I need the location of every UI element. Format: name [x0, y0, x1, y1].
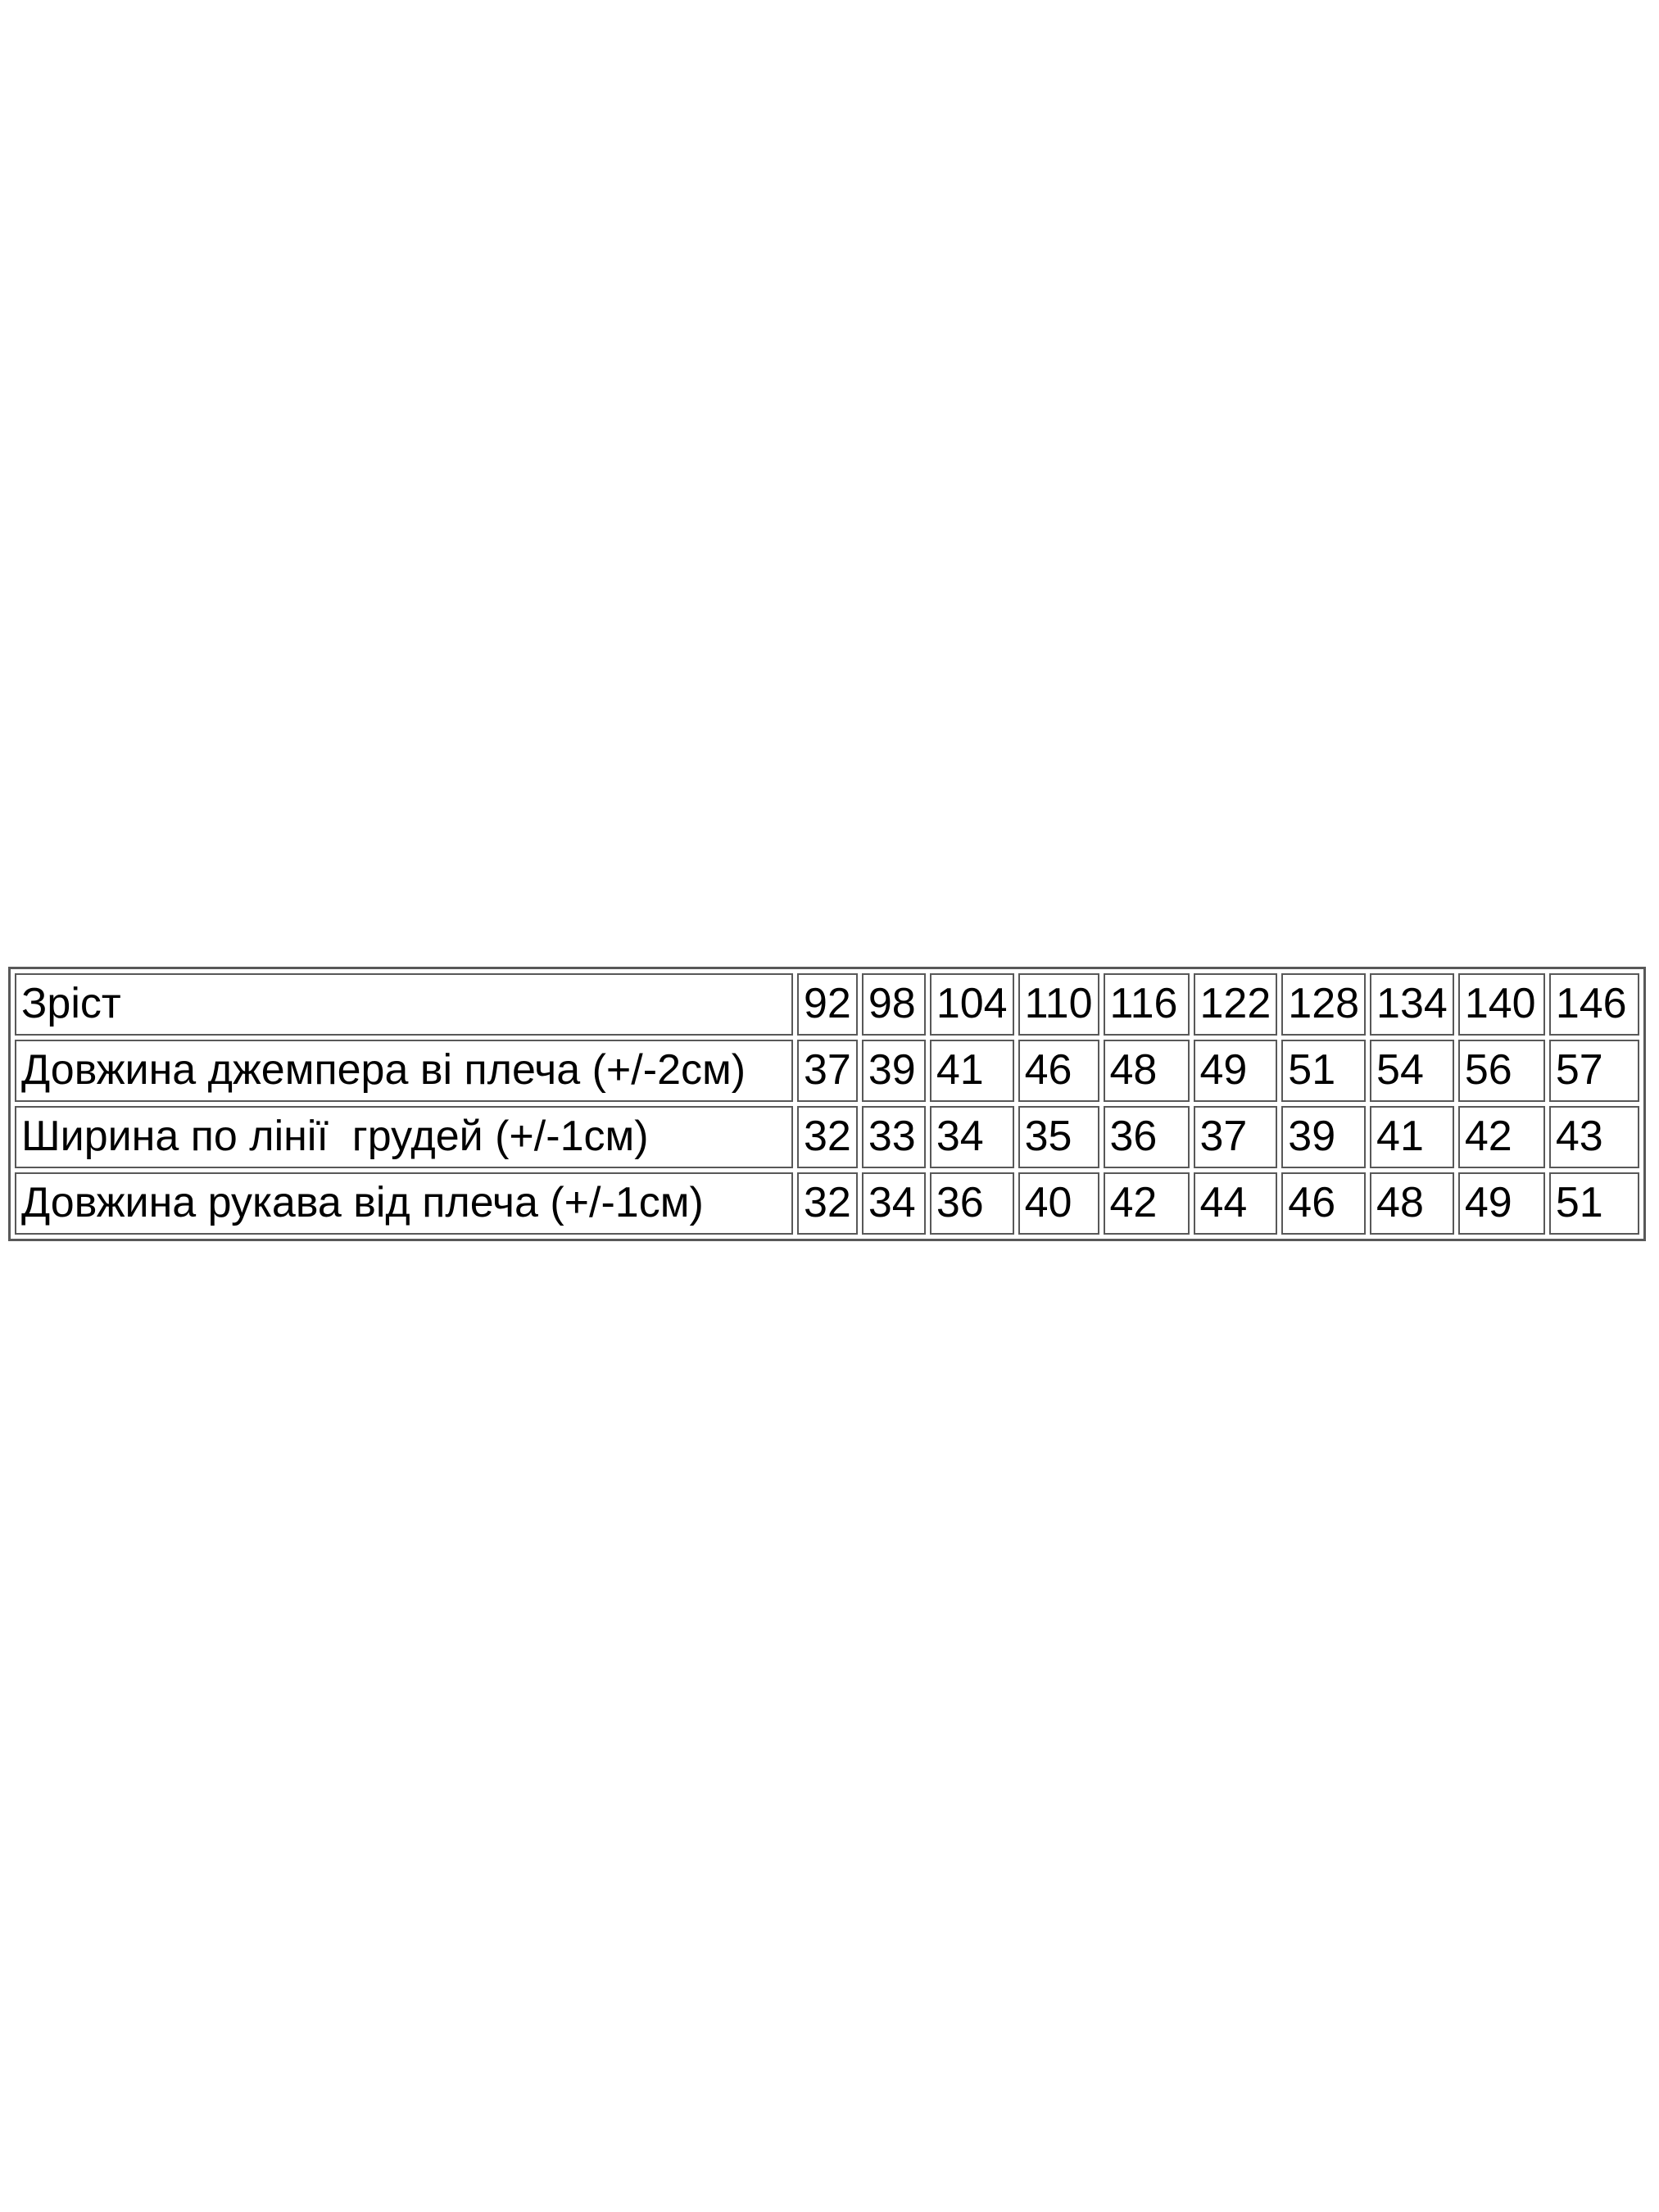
value-cell: 116 [1103, 973, 1190, 1036]
value-cell: 43 [1548, 1106, 1639, 1168]
row-label-cell: Зріст [15, 973, 793, 1036]
value-cell: 39 [1281, 1106, 1367, 1168]
table-row: Довжина джемпера ві плеча (+/-2см) 37 39 41… [15, 1040, 1639, 1102]
table-row: Довжина рукава від плеча (+/-1см) 32 34 36 4… [15, 1172, 1639, 1235]
value-cell: 104 [929, 973, 1014, 1036]
table-row: Зріст 92 98 104 110 116 122 128 134 140 146 [15, 973, 1639, 1036]
value-cell: 48 [1370, 1172, 1454, 1235]
value-cell: 51 [1548, 1172, 1639, 1235]
value-cell: 140 [1457, 973, 1545, 1036]
row-label-cell: Довжина рукава від плеча (+/-1см) [15, 1172, 793, 1235]
table-row: Ширина по лінії грудей (+/-1см) 32 33 34 35 3… [15, 1106, 1639, 1168]
value-cell: 48 [1103, 1040, 1190, 1102]
value-cell: 92 [797, 973, 858, 1036]
value-cell: 40 [1018, 1172, 1099, 1235]
value-cell: 34 [929, 1106, 1014, 1168]
value-cell: 46 [1018, 1040, 1099, 1102]
value-cell: 35 [1018, 1106, 1099, 1168]
value-cell: 39 [861, 1040, 926, 1102]
value-cell: 56 [1457, 1040, 1545, 1102]
row-label-cell: Ширина по лінії грудей (+/-1см) [15, 1106, 793, 1168]
value-cell: 122 [1193, 973, 1278, 1036]
size-chart-container: Зріст 92 98 104 110 116 122 128 134 140 146 Довжина… [8, 967, 1646, 1241]
value-cell: 46 [1281, 1172, 1367, 1235]
value-cell: 54 [1370, 1040, 1454, 1102]
value-cell: 134 [1370, 973, 1454, 1036]
value-cell: 32 [797, 1106, 858, 1168]
value-cell: 42 [1457, 1106, 1545, 1168]
value-cell: 37 [797, 1040, 858, 1102]
row-label-cell: Довжина джемпера ві плеча (+/-2см) [15, 1040, 793, 1102]
value-cell: 146 [1548, 973, 1639, 1036]
value-cell: 36 [1103, 1106, 1190, 1168]
value-cell: 37 [1193, 1106, 1278, 1168]
value-cell: 49 [1193, 1040, 1278, 1102]
size-chart-table: Зріст 92 98 104 110 116 122 128 134 140 146 Довжина… [8, 967, 1646, 1241]
value-cell: 41 [929, 1040, 1014, 1102]
value-cell: 51 [1281, 1040, 1367, 1102]
value-cell: 57 [1548, 1040, 1639, 1102]
value-cell: 128 [1281, 973, 1367, 1036]
value-cell: 42 [1103, 1172, 1190, 1235]
value-cell: 110 [1018, 973, 1099, 1036]
value-cell: 41 [1370, 1106, 1454, 1168]
size-chart-body: Зріст 92 98 104 110 116 122 128 134 140 146 Довжина… [15, 973, 1639, 1235]
value-cell: 98 [861, 973, 926, 1036]
value-cell: 49 [1457, 1172, 1545, 1235]
value-cell: 34 [861, 1172, 926, 1235]
value-cell: 36 [929, 1172, 1014, 1235]
value-cell: 44 [1193, 1172, 1278, 1235]
value-cell: 33 [861, 1106, 926, 1168]
value-cell: 32 [797, 1172, 858, 1235]
